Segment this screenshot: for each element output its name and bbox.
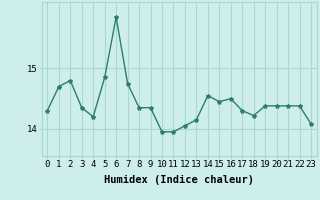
X-axis label: Humidex (Indice chaleur): Humidex (Indice chaleur) [104,175,254,185]
